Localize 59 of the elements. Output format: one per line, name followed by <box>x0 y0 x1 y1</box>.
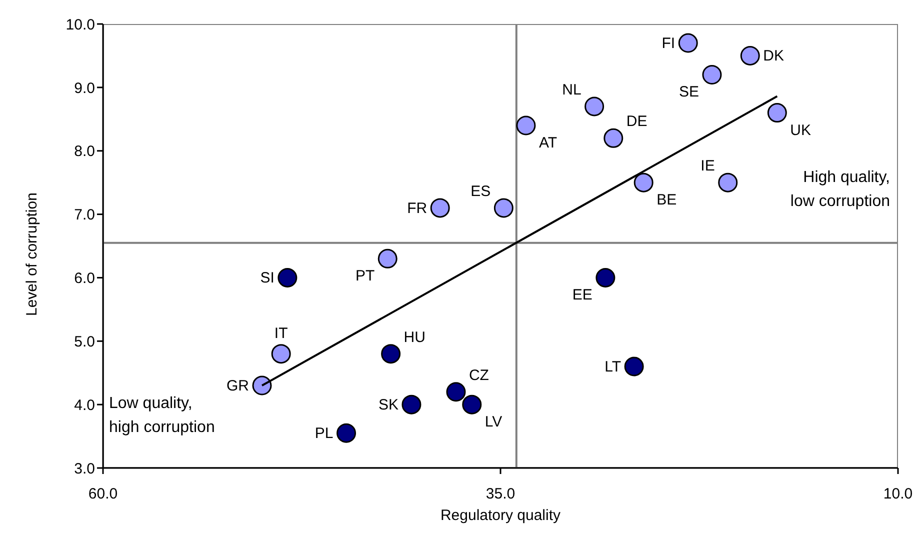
series-label: SE <box>678 84 699 101</box>
y-tick-label: 6.0 <box>74 270 95 288</box>
series-label: IE <box>700 158 715 175</box>
series-label: LT <box>604 358 622 376</box>
series-label: FI <box>662 35 676 52</box>
y-tick-label: 5.0 <box>74 333 95 350</box>
x-tick-label: 60.0 <box>88 486 118 503</box>
x-tick-label: 10.0 <box>883 486 913 503</box>
point <box>402 394 422 414</box>
point <box>336 423 356 443</box>
point <box>446 382 466 402</box>
y-tick-label: 3.0 <box>74 460 95 478</box>
point <box>740 46 760 66</box>
point <box>604 128 624 148</box>
x-axis-title: Regulatory quality <box>440 507 562 524</box>
series-label: EE <box>572 286 592 304</box>
series-label: IT <box>274 324 288 342</box>
y-tick-label: 8.0 <box>74 143 95 160</box>
series-label: UK <box>790 122 812 139</box>
y-tick-label: 7.0 <box>74 206 95 224</box>
series-label: SI <box>260 270 274 287</box>
series-label: LV <box>484 414 502 431</box>
point <box>378 248 398 268</box>
point <box>596 268 616 288</box>
annotation: High quality, low corruption <box>790 168 890 212</box>
series-label: NL <box>562 81 582 98</box>
point <box>462 394 482 414</box>
point <box>278 268 298 288</box>
point <box>430 198 450 218</box>
series-label: BE <box>656 192 677 209</box>
point <box>381 344 401 364</box>
point <box>718 172 738 192</box>
point <box>271 344 291 364</box>
series-label: PL <box>314 425 334 442</box>
series-label: PT <box>355 268 375 285</box>
point <box>634 172 654 192</box>
y-tick-label: 10.0 <box>66 16 95 34</box>
series-label: DE <box>626 113 648 130</box>
series-label: HU <box>404 328 426 346</box>
point <box>584 96 604 116</box>
y-tick-label: 4.0 <box>74 396 95 414</box>
point <box>678 33 698 53</box>
series-label: DK <box>763 48 784 65</box>
point <box>516 116 536 136</box>
series-label: SK <box>378 396 398 414</box>
series-label: CZ <box>468 366 489 384</box>
series-label: AT <box>538 134 558 152</box>
point <box>702 64 722 84</box>
annotation: Low quality, high corruption <box>109 394 215 438</box>
series-label: FR <box>407 200 428 217</box>
point <box>624 356 644 376</box>
point <box>767 103 787 123</box>
y-axis-title: Level of corruption <box>23 192 40 316</box>
point <box>252 376 272 396</box>
x-tick-label: 35.0 <box>486 486 516 503</box>
point <box>494 198 514 218</box>
series-label: GR <box>226 378 250 395</box>
series-label: ES <box>470 182 491 200</box>
y-tick-label: 9.0 <box>74 80 95 97</box>
